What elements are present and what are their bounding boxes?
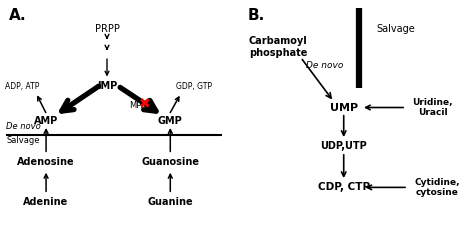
Text: PRPP: PRPP xyxy=(95,24,119,34)
Text: GMP: GMP xyxy=(158,116,182,126)
Text: ✖: ✖ xyxy=(139,97,150,112)
Text: ADP, ATP: ADP, ATP xyxy=(5,82,40,91)
Text: Carbamoyl
phosphate: Carbamoyl phosphate xyxy=(249,36,308,58)
Text: Guanosine: Guanosine xyxy=(141,157,199,167)
Text: De novo: De novo xyxy=(306,61,344,70)
Text: Adenosine: Adenosine xyxy=(17,157,75,167)
Text: De novo: De novo xyxy=(6,122,41,131)
Text: MPA: MPA xyxy=(128,101,146,110)
Text: B.: B. xyxy=(247,8,265,23)
Text: A.: A. xyxy=(9,8,26,23)
Text: GDP, GTP: GDP, GTP xyxy=(176,82,212,91)
Text: UMP: UMP xyxy=(329,103,358,112)
Text: UDP,UTP: UDP,UTP xyxy=(320,141,367,151)
Text: Salvage: Salvage xyxy=(6,136,40,145)
Text: Adenine: Adenine xyxy=(23,197,69,207)
Text: Salvage: Salvage xyxy=(376,24,415,34)
Text: CDP, CTP: CDP, CTP xyxy=(318,182,370,192)
Text: Guanine: Guanine xyxy=(147,197,193,207)
Text: AMP: AMP xyxy=(34,116,58,126)
Text: Uridine,
Uracil: Uridine, Uracil xyxy=(412,98,453,117)
Text: IMP: IMP xyxy=(97,81,117,91)
Text: Cytidine,
cytosine: Cytidine, cytosine xyxy=(415,178,460,197)
